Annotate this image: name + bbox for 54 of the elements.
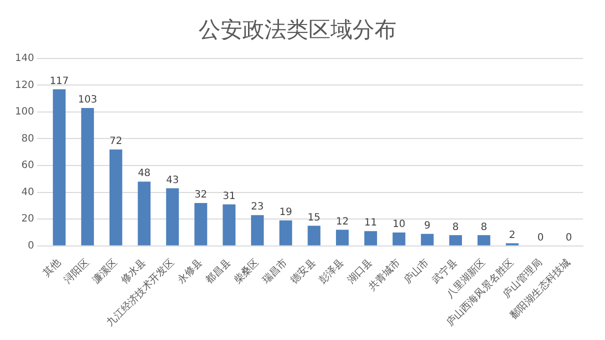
y-tick-label: 140 bbox=[14, 52, 34, 64]
x-tick-label: 瑞昌市 bbox=[260, 256, 290, 286]
bar bbox=[52, 89, 66, 246]
y-tick-label: 20 bbox=[21, 214, 34, 225]
y-tick-label: 100 bbox=[14, 106, 34, 118]
data-label: 0 bbox=[537, 232, 544, 244]
bar bbox=[392, 232, 406, 246]
y-tick-label: 0 bbox=[28, 240, 34, 252]
data-label: 19 bbox=[279, 207, 292, 218]
x-tick-label: 彭泽县 bbox=[316, 256, 346, 286]
data-label: 15 bbox=[308, 212, 320, 224]
bar bbox=[420, 234, 434, 246]
data-label: 43 bbox=[166, 174, 179, 186]
data-label: 8 bbox=[480, 222, 488, 233]
bar bbox=[478, 235, 490, 246]
bar bbox=[138, 182, 151, 246]
data-label: 31 bbox=[222, 190, 236, 202]
x-tick-label: 德安县 bbox=[288, 256, 318, 286]
bar bbox=[81, 108, 94, 246]
x-tick-label: 柴桑区 bbox=[232, 256, 262, 286]
data-label: 8 bbox=[452, 222, 459, 233]
bar bbox=[364, 231, 378, 246]
data-label: 48 bbox=[138, 168, 151, 180]
y-tick-label: 120 bbox=[14, 80, 34, 91]
bar bbox=[336, 230, 349, 246]
x-tick-label: 其他 bbox=[40, 256, 64, 280]
bar bbox=[109, 149, 122, 246]
x-tick-label: 濂溪区 bbox=[90, 256, 120, 286]
bar bbox=[166, 188, 179, 246]
bar bbox=[222, 204, 236, 246]
x-tick-label: 庐山市 bbox=[402, 256, 432, 286]
x-tick-label: 永修县 bbox=[175, 256, 205, 286]
data-label: 2 bbox=[509, 230, 516, 241]
data-label: 0 bbox=[566, 232, 572, 244]
y-tick-label: 80 bbox=[21, 133, 34, 144]
data-label: 11 bbox=[364, 218, 378, 229]
x-tick-label: 都昌县 bbox=[203, 256, 234, 286]
data-label: 32 bbox=[194, 190, 208, 201]
bar bbox=[194, 203, 208, 246]
chart-title: 公安政法类区域分布 bbox=[198, 18, 396, 43]
y-tick-label: 60 bbox=[21, 160, 34, 172]
y-tick-label: 40 bbox=[21, 186, 34, 198]
x-tick-label: 浔阳区 bbox=[62, 256, 92, 286]
data-label: 72 bbox=[110, 136, 122, 148]
bar bbox=[251, 215, 264, 246]
bar bbox=[279, 220, 292, 246]
data-label: 23 bbox=[251, 202, 264, 213]
bar bbox=[308, 226, 320, 246]
data-label: 12 bbox=[336, 216, 349, 228]
data-label: 117 bbox=[50, 76, 69, 87]
data-label: 9 bbox=[424, 220, 430, 232]
data-label: 10 bbox=[392, 219, 406, 230]
bar bbox=[449, 235, 462, 246]
data-label: 103 bbox=[78, 94, 98, 106]
